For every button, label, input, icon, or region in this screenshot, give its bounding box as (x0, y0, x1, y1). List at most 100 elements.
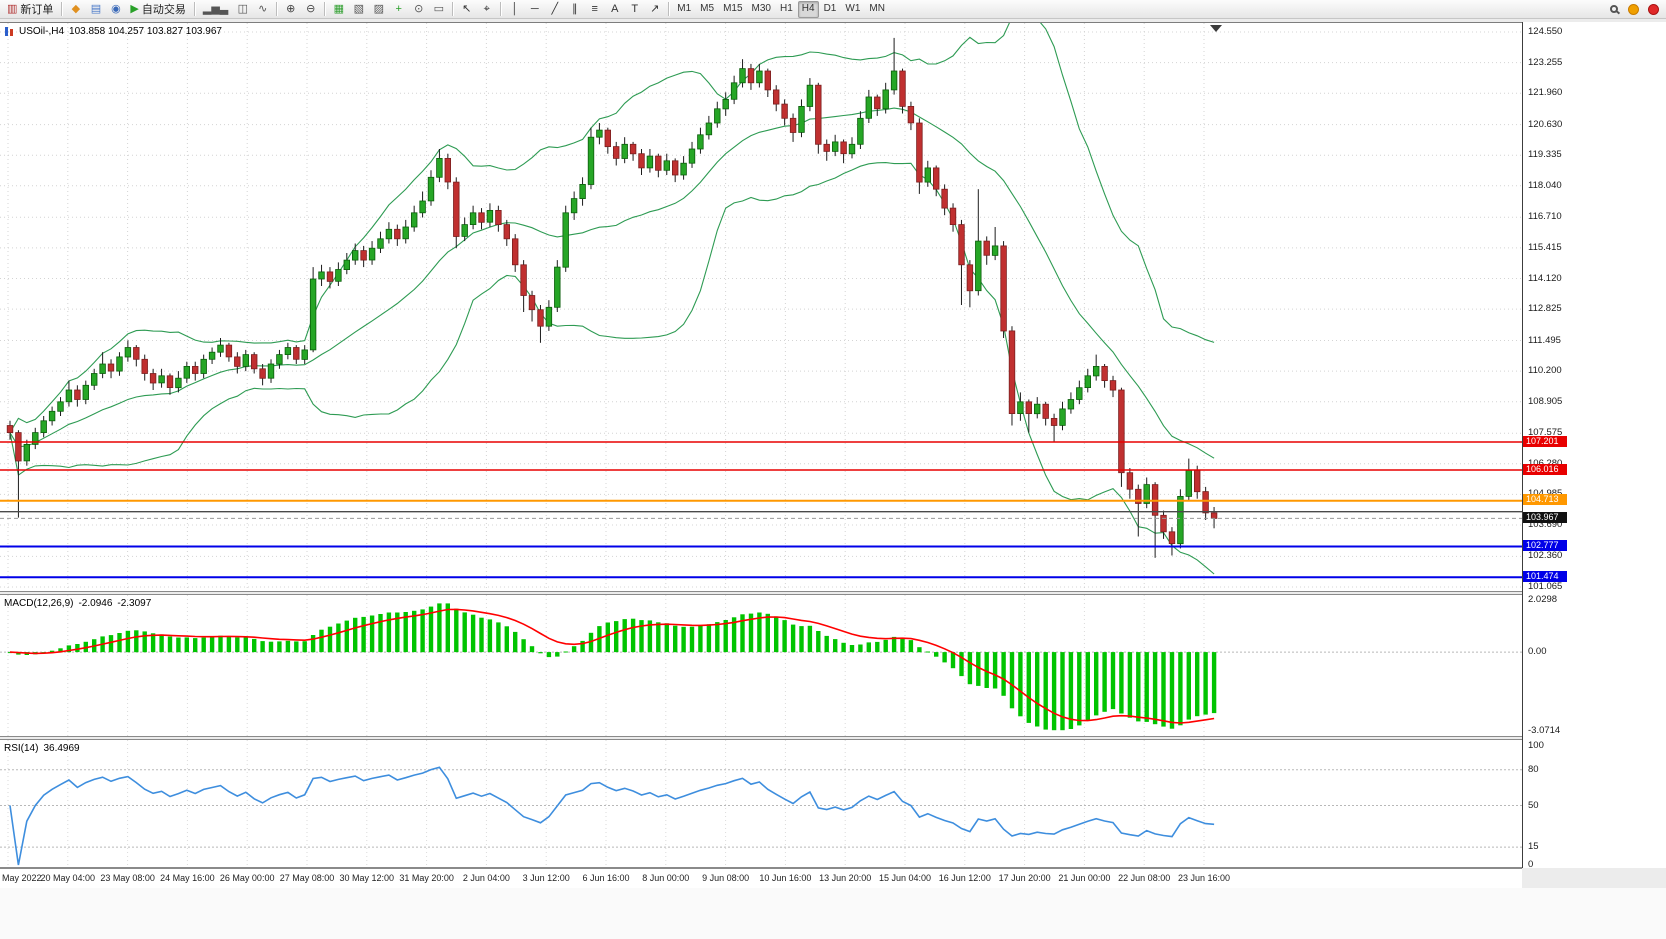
periods-button[interactable]: ⊙ (409, 1, 428, 18)
price-scale[interactable]: 124.550 123.255 121.960 120.630 119.335 118.0… (1522, 22, 1666, 870)
trendline-button[interactable]: ╱ (545, 1, 564, 18)
ohlc-values-label: 103.858 104.257 103.827 103.967 (69, 26, 222, 37)
macd-tick-label: 2.0298 (1528, 594, 1558, 605)
tile-windows-button[interactable]: ▦ (329, 1, 348, 18)
time-label: 31 May 20:00 (399, 873, 454, 883)
chart-window-icon (4, 27, 14, 36)
price-tick-label: 108.905 (1528, 395, 1563, 407)
zoom-out-icon: ⊖ (306, 2, 316, 15)
zoom-in-button[interactable]: ⊕ (281, 1, 300, 18)
arrows-button[interactable]: ↗ (645, 1, 664, 18)
tf-m30-button[interactable]: M30 (748, 1, 775, 18)
time-label: 2 Jun 04:00 (462, 873, 510, 883)
tf-w1-button[interactable]: W1 (841, 1, 864, 18)
chart-shift-button[interactable]: ▨ (369, 1, 388, 18)
tf-h4-button[interactable]: H4 (797, 0, 819, 18)
price-tick-label: 112.825 (1528, 303, 1562, 315)
auto-arrange-button[interactable]: ▧ (349, 1, 368, 18)
zoom-in-icon: ⊕ (286, 2, 296, 15)
channel-button[interactable]: ∥ (565, 1, 584, 18)
label-button[interactable]: T (625, 1, 644, 18)
time-label: 26 May 00:00 (219, 873, 275, 883)
rsi-tick-label: 50 (1528, 799, 1539, 811)
toolbar-separator (668, 2, 670, 16)
time-label: May 2022 (2, 873, 42, 883)
tf-m15-button[interactable]: M15 (719, 1, 746, 18)
trendline-icon: ╱ (551, 2, 559, 15)
candlestick-icon: ◫ (237, 2, 248, 15)
indicators-button[interactable]: + (389, 1, 408, 18)
time-label: 23 May 08:00 (100, 873, 155, 883)
rsi-panel[interactable]: RSI(14) 36.4969 (0, 739, 1522, 868)
price-tick-label: 106.280 (1528, 458, 1562, 469)
price-tick-label: 115.415 (1528, 241, 1562, 253)
cursor-button[interactable]: ↖ (457, 1, 476, 18)
search-icon (1609, 5, 1618, 13)
tf-mn-button[interactable]: MN (865, 1, 889, 18)
main-chart-panel[interactable]: USOil-,H4 103.858 104.257 103.827 103.96… (0, 22, 1522, 592)
vertical-line-button[interactable]: │ (505, 1, 524, 18)
rsi-tick-label: 15 (1528, 841, 1539, 853)
autotrading-play-icon: ▶ (130, 2, 139, 15)
zoom-out-button[interactable]: ⊖ (301, 1, 320, 18)
channel-icon: ∥ (572, 2, 578, 15)
alerts-badge[interactable] (1644, 1, 1663, 18)
tf-m30-icon: M30 (751, 3, 771, 14)
time-label: 15 Jun 04:00 (878, 873, 932, 883)
tf-h1-button[interactable]: H1 (776, 1, 797, 18)
indicators-icon: + (395, 2, 402, 15)
tf-h4-icon: H4 (801, 3, 815, 14)
templates-button[interactable]: ▭ (429, 1, 448, 18)
crosshair-button[interactable]: ⌖ (477, 1, 496, 18)
tf-d1-button[interactable]: D1 (820, 1, 841, 18)
search-button[interactable] (1604, 1, 1623, 18)
toolbar-separator (193, 2, 195, 16)
data-window-button[interactable]: ▤ (86, 1, 105, 18)
bar-chart-icon: ▂▅▃ (202, 2, 229, 15)
navigator-button[interactable]: ◉ (106, 1, 125, 18)
tf-m5-button[interactable]: M5 (696, 1, 718, 18)
time-label: 27 May 08:00 (279, 873, 335, 883)
macd-value: -2.0946 (78, 598, 113, 609)
fibonacci-button[interactable]: ≡ (585, 1, 604, 18)
clock-icon: ⊙ (414, 2, 424, 15)
time-label: 6 Jun 16:00 (582, 873, 630, 883)
time-label: 23 Jun 16:00 (1177, 873, 1231, 883)
label-icon: T (631, 2, 639, 15)
rsi-chart-svg (0, 740, 1522, 867)
crosshair-icon: ⌖ (483, 2, 490, 15)
bar-chart-button[interactable]: ▂▅▃ (199, 1, 232, 18)
toolbar-separator (61, 2, 63, 16)
community-badge[interactable] (1624, 1, 1643, 18)
community-icon (1628, 3, 1639, 15)
tf-m15-icon: M15 (723, 3, 743, 14)
tile-windows-icon: ▦ (333, 2, 344, 15)
toolbar-separator (276, 2, 278, 16)
macd-signal-value: -2.3097 (117, 598, 152, 609)
price-tick-label: 120.630 (1528, 118, 1563, 130)
text-icon: A (611, 2, 619, 15)
new-order-button[interactable]: ▥ 新订单 (3, 1, 57, 18)
chart-shift-icon: ▨ (373, 2, 384, 15)
macd-panel[interactable]: MACD(12,26,9) -2.0946 -2.3097 (0, 594, 1522, 737)
horizontal-line-button[interactable]: ─ (525, 1, 544, 18)
price-tick-label: 102.360 (1528, 550, 1563, 562)
tf-d1-icon: D1 (823, 3, 837, 14)
candlestick-chart-button[interactable]: ◫ (233, 1, 252, 18)
time-label: 22 Jun 08:00 (1118, 873, 1171, 883)
price-tick-label: 123.255 (1528, 56, 1563, 68)
time-label: 8 Jun 00:00 (642, 873, 690, 883)
price-tick-label: 111.495 (1528, 334, 1561, 346)
price-tick-label: 107.575 (1528, 427, 1563, 439)
market-watch-button[interactable]: ◆ (66, 1, 85, 18)
status-strip (0, 888, 1666, 939)
toolbar: ▥ 新订单 ◆ ▤ ◉ ▶ 自动交易 ▂▅▃ ◫ ∿ ⊕ ⊖ ▦ ▧ ▨ + ⊙ ▭ ↖ ⌖ │ ─ ╱ ∥ ≡ A T ↗ M1 M5 M… (0, 0, 1666, 19)
level-price-tag: 104.713 (1523, 494, 1567, 506)
macd-label: MACD(12,26,9) (4, 598, 74, 609)
arrow-icon: ↗ (650, 2, 660, 15)
line-chart-button[interactable]: ∿ (253, 1, 272, 18)
tf-m1-button[interactable]: M1 (673, 1, 695, 18)
level-price-tag: 102.777 (1523, 540, 1567, 551)
autotrading-button[interactable]: ▶ 自动交易 (126, 1, 189, 18)
text-button[interactable]: A (605, 1, 624, 18)
